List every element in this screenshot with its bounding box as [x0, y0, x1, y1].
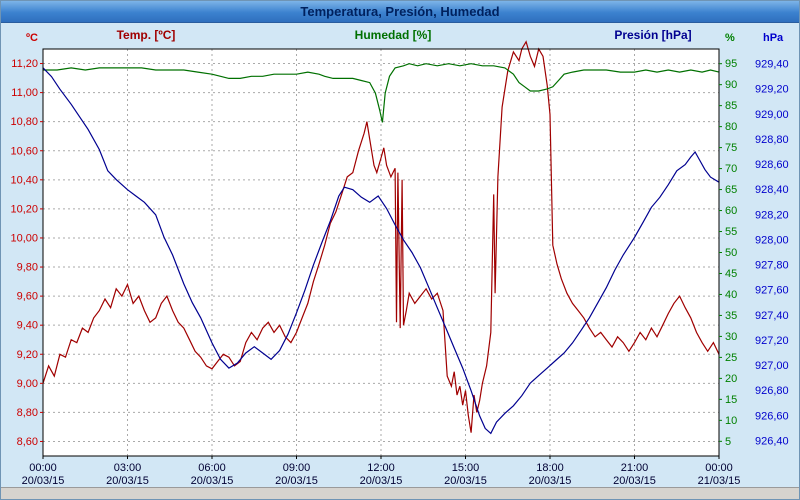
svg-text:5: 5	[725, 436, 731, 448]
svg-text:%: %	[725, 32, 735, 44]
status-bar	[1, 487, 799, 499]
svg-text:20/03/15: 20/03/15	[22, 475, 65, 487]
svg-text:8,80: 8,80	[17, 407, 38, 419]
svg-text:20/03/15: 20/03/15	[360, 475, 403, 487]
svg-text:20/03/15: 20/03/15	[191, 475, 234, 487]
title-bar: Temperatura, Presión, Humedad	[1, 1, 799, 23]
svg-text:927,40: 927,40	[755, 310, 789, 322]
svg-text:928,20: 928,20	[755, 209, 789, 221]
svg-text:00:00: 00:00	[705, 462, 733, 474]
svg-text:929,20: 929,20	[755, 84, 789, 96]
svg-text:15:00: 15:00	[452, 462, 480, 474]
svg-text:10,20: 10,20	[10, 203, 38, 215]
svg-text:75: 75	[725, 142, 737, 154]
legend-humidity: Humedad [%]	[354, 28, 432, 42]
legend-temperature: Temp. [ºC]	[116, 28, 176, 42]
chart-area: 8,60 8,80 9,00 9,20 9,40 9,60 9,80 10,00 10,20 10…	[1, 23, 799, 489]
svg-text:45: 45	[725, 268, 737, 280]
svg-text:18:00: 18:00	[536, 462, 564, 474]
svg-text:70: 70	[725, 163, 737, 175]
svg-text:ºC: ºC	[26, 32, 38, 44]
svg-text:926,80: 926,80	[755, 385, 789, 397]
svg-text:9,80: 9,80	[17, 262, 38, 274]
svg-text:95: 95	[725, 58, 737, 70]
svg-text:929,40: 929,40	[755, 59, 789, 71]
svg-text:10,00: 10,00	[10, 232, 38, 244]
svg-text:9,00: 9,00	[17, 378, 38, 390]
svg-text:50: 50	[725, 247, 737, 259]
svg-text:928,00: 928,00	[755, 234, 789, 246]
svg-text:35: 35	[725, 310, 737, 322]
svg-text:20/03/15: 20/03/15	[613, 475, 656, 487]
svg-text:21/03/15: 21/03/15	[698, 475, 741, 487]
svg-text:928,60: 928,60	[755, 159, 789, 171]
svg-text:928,80: 928,80	[755, 134, 789, 146]
svg-text:21:00: 21:00	[621, 462, 649, 474]
svg-text:926,60: 926,60	[755, 410, 789, 422]
svg-text:926,40: 926,40	[755, 435, 789, 447]
svg-text:11,20: 11,20	[11, 58, 38, 70]
svg-text:55: 55	[725, 226, 737, 238]
svg-text:65: 65	[725, 184, 737, 196]
legend-pressure: Presión [hPa]	[614, 28, 692, 42]
svg-text:8,60: 8,60	[17, 436, 38, 448]
svg-text:927,60: 927,60	[755, 285, 789, 297]
svg-text:927,80: 927,80	[755, 260, 789, 272]
svg-text:85: 85	[725, 100, 737, 112]
svg-text:9,40: 9,40	[17, 320, 38, 332]
svg-text:60: 60	[725, 205, 737, 217]
svg-text:11,00: 11,00	[11, 87, 38, 99]
svg-text:20/03/15: 20/03/15	[444, 475, 487, 487]
svg-text:25: 25	[725, 352, 737, 364]
svg-text:10,60: 10,60	[10, 145, 38, 157]
svg-text:927,00: 927,00	[755, 360, 789, 372]
svg-text:9,60: 9,60	[17, 291, 38, 303]
svg-text:20/03/15: 20/03/15	[275, 475, 318, 487]
svg-text:929,00: 929,00	[755, 109, 789, 121]
svg-text:09:00: 09:00	[283, 462, 311, 474]
svg-text:20/03/15: 20/03/15	[529, 475, 572, 487]
svg-text:10: 10	[725, 415, 737, 427]
svg-text:hPa: hPa	[763, 32, 784, 44]
svg-text:10,80: 10,80	[10, 116, 38, 128]
svg-text:40: 40	[725, 289, 737, 301]
svg-text:90: 90	[725, 79, 737, 91]
chart-canvas: 8,60 8,80 9,00 9,20 9,40 9,60 9,80 10,00 10,20 10…	[10, 32, 789, 487]
svg-text:20/03/15: 20/03/15	[106, 475, 149, 487]
svg-text:06:00: 06:00	[198, 462, 226, 474]
svg-text:10,40: 10,40	[10, 174, 38, 186]
svg-text:20: 20	[725, 373, 737, 385]
svg-text:12:00: 12:00	[367, 462, 395, 474]
svg-text:928,40: 928,40	[755, 184, 789, 196]
chart-title: Temperatura, Presión, Humedad	[300, 4, 500, 19]
svg-text:15: 15	[725, 394, 737, 406]
svg-text:80: 80	[725, 121, 737, 133]
svg-text:927,20: 927,20	[755, 335, 789, 347]
svg-text:03:00: 03:00	[114, 462, 142, 474]
svg-text:9,20: 9,20	[17, 349, 38, 361]
svg-text:00:00: 00:00	[29, 462, 57, 474]
svg-text:30: 30	[725, 331, 737, 343]
